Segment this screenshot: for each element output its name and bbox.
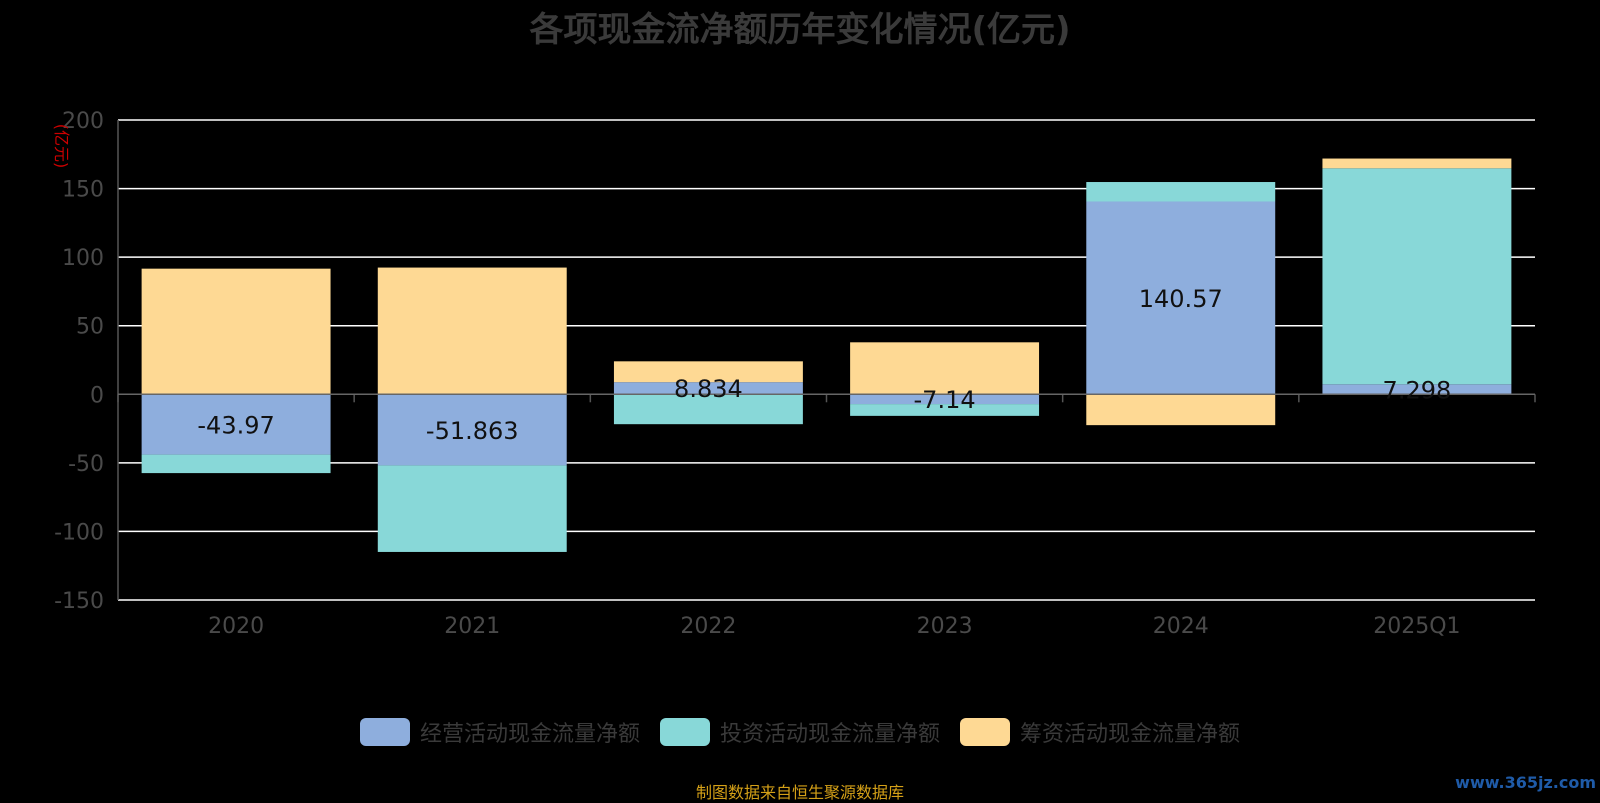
- legend-label-investing: 投资活动现金流量净额: [719, 722, 940, 747]
- x-tick-label: 2020: [208, 614, 264, 639]
- y-tick-label: 100: [62, 246, 104, 271]
- y-tick-label: -100: [54, 520, 104, 545]
- bar-financing: [1322, 158, 1512, 169]
- legend-label-financing: 筹资活动现金流量净额: [1020, 722, 1241, 747]
- y-tick-label: -150: [54, 589, 104, 614]
- bar-operating: [850, 394, 1040, 405]
- y-tick-label: -50: [68, 452, 104, 477]
- bar-investing: [377, 465, 567, 552]
- bars: [141, 158, 1512, 552]
- source-note: 制图数据来自恒生聚源数据库: [695, 783, 904, 802]
- bar-financing: [141, 268, 331, 395]
- legend-item-operating[interactable]: 经营活动现金流量净额: [359, 716, 640, 748]
- axes: 200 150 100 50 0 -50 -100 -150 (亿元) 2020 2021 2022 2…: [52, 109, 1536, 639]
- chart-title: 各项现金流净额历年变化情况(亿元): [529, 10, 1071, 50]
- bar-operating: [141, 394, 331, 455]
- legend-swatch-financing: [960, 718, 1010, 746]
- y-tick-label: 0: [90, 383, 104, 408]
- y-tick-label: 200: [62, 109, 104, 134]
- bar-financing: [1086, 394, 1276, 426]
- x-tick-label: 2024: [1153, 614, 1209, 639]
- legend-swatch-investing: [659, 718, 710, 746]
- y-tick-label: 150: [62, 178, 104, 203]
- legend-swatch-operating: [359, 718, 410, 746]
- data-label-operating: 7.298: [1383, 376, 1452, 404]
- legend-label-operating: 经营活动现金流量净额: [419, 722, 640, 747]
- bar-investing: [1322, 168, 1512, 385]
- bar-investing: [850, 404, 1040, 416]
- y-tick-label: 50: [76, 315, 104, 340]
- bar-financing: [850, 342, 1040, 395]
- x-tick-label: 2025Q1: [1373, 614, 1460, 639]
- legend: 经营活动现金流量净额 投资活动现金流量净额 筹资活动现金流量净额: [0, 716, 1600, 748]
- bar-investing: [1086, 182, 1276, 202]
- x-tick-label: 2023: [917, 614, 973, 639]
- bar-operating: [1322, 384, 1512, 395]
- data-label-operating: -43.97: [197, 411, 274, 439]
- bar-operating: [613, 382, 803, 395]
- watermark: www.365jz.com: [1455, 773, 1596, 792]
- bar-financing: [613, 361, 803, 383]
- bar-operating: [1086, 201, 1276, 395]
- legend-item-investing[interactable]: 投资活动现金流量净额: [659, 716, 940, 748]
- x-tick-label: 2022: [680, 614, 736, 639]
- data-labels: -43.97 -51.863 8.834 -7.14 140.57 7.298: [197, 285, 1451, 445]
- legend-item-financing[interactable]: 筹资活动现金流量净额: [960, 716, 1240, 748]
- data-label-operating: 140.57: [1139, 285, 1223, 313]
- bar-operating: [377, 394, 567, 466]
- data-label-operating: 8.834: [674, 375, 743, 403]
- data-label-operating: -51.863: [426, 417, 519, 445]
- y-axis-unit-label: (亿元): [52, 124, 71, 169]
- bar-investing: [141, 454, 331, 474]
- bar-financing: [377, 267, 567, 395]
- bar-investing: [613, 394, 803, 425]
- data-label-operating: -7.14: [914, 386, 976, 414]
- x-tick-label: 2021: [444, 614, 500, 639]
